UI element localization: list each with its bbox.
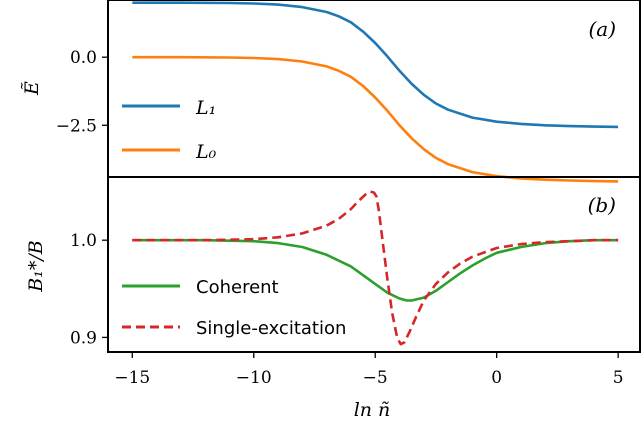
panel-b-x-ticks: −15 −10 −5 0 5 bbox=[114, 352, 624, 388]
panel-b-series bbox=[132, 190, 619, 346]
panel-a-y-ticks: 0.0 −2.5 bbox=[56, 48, 108, 136]
panel-a-frame bbox=[107, 0, 641, 178]
series-line-b-0 bbox=[132, 238, 619, 302]
panel-a: 0.0 −2.5 (a) Ẽ L₁ L₀ bbox=[21, 0, 641, 183]
series-line-a-1 bbox=[132, 55, 619, 183]
panel-b-y-ticks: 1.0 0.9 bbox=[70, 231, 108, 348]
panel-b: 1.0 0.9 −15 −10 −5 0 5 (b) B₁*/B ln ñ Coheren… bbox=[25, 176, 641, 421]
x-axis-label: ln ñ bbox=[354, 399, 391, 421]
panel-b-y-label: B₁*/B bbox=[25, 240, 47, 292]
series-line-b-1 bbox=[132, 190, 619, 346]
panel-b-legend: Coherent Single-excitation bbox=[122, 277, 346, 339]
xtick-label-4: 5 bbox=[613, 368, 624, 388]
b-ytick-label-1: 0.9 bbox=[70, 328, 97, 348]
panel-b-label: (b) bbox=[588, 193, 616, 217]
xtick-label-1: −10 bbox=[236, 368, 272, 388]
a-ytick-label-0: 0.0 bbox=[70, 48, 97, 68]
legend-label-coherent: Coherent bbox=[196, 277, 279, 298]
panel-a-legend: L₁ L₀ bbox=[122, 97, 217, 163]
panel-a-y-label: Ẽ bbox=[21, 81, 43, 96]
panel-b-frame bbox=[107, 176, 641, 353]
legend-label-l1: L₁ bbox=[195, 97, 216, 119]
a-ytick-label-1: −2.5 bbox=[56, 116, 97, 136]
panel-a-label: (a) bbox=[588, 17, 616, 41]
series-line-a-0 bbox=[132, 1, 619, 129]
legend-label-single-excitation: Single-excitation bbox=[196, 318, 346, 339]
xtick-label-2: −5 bbox=[363, 368, 388, 388]
legend-label-l0: L₀ bbox=[195, 141, 217, 163]
xtick-label-3: 0 bbox=[491, 368, 502, 388]
xtick-label-0: −15 bbox=[114, 368, 150, 388]
b-ytick-label-0: 1.0 bbox=[70, 231, 97, 251]
panel-a-series bbox=[132, 1, 619, 183]
